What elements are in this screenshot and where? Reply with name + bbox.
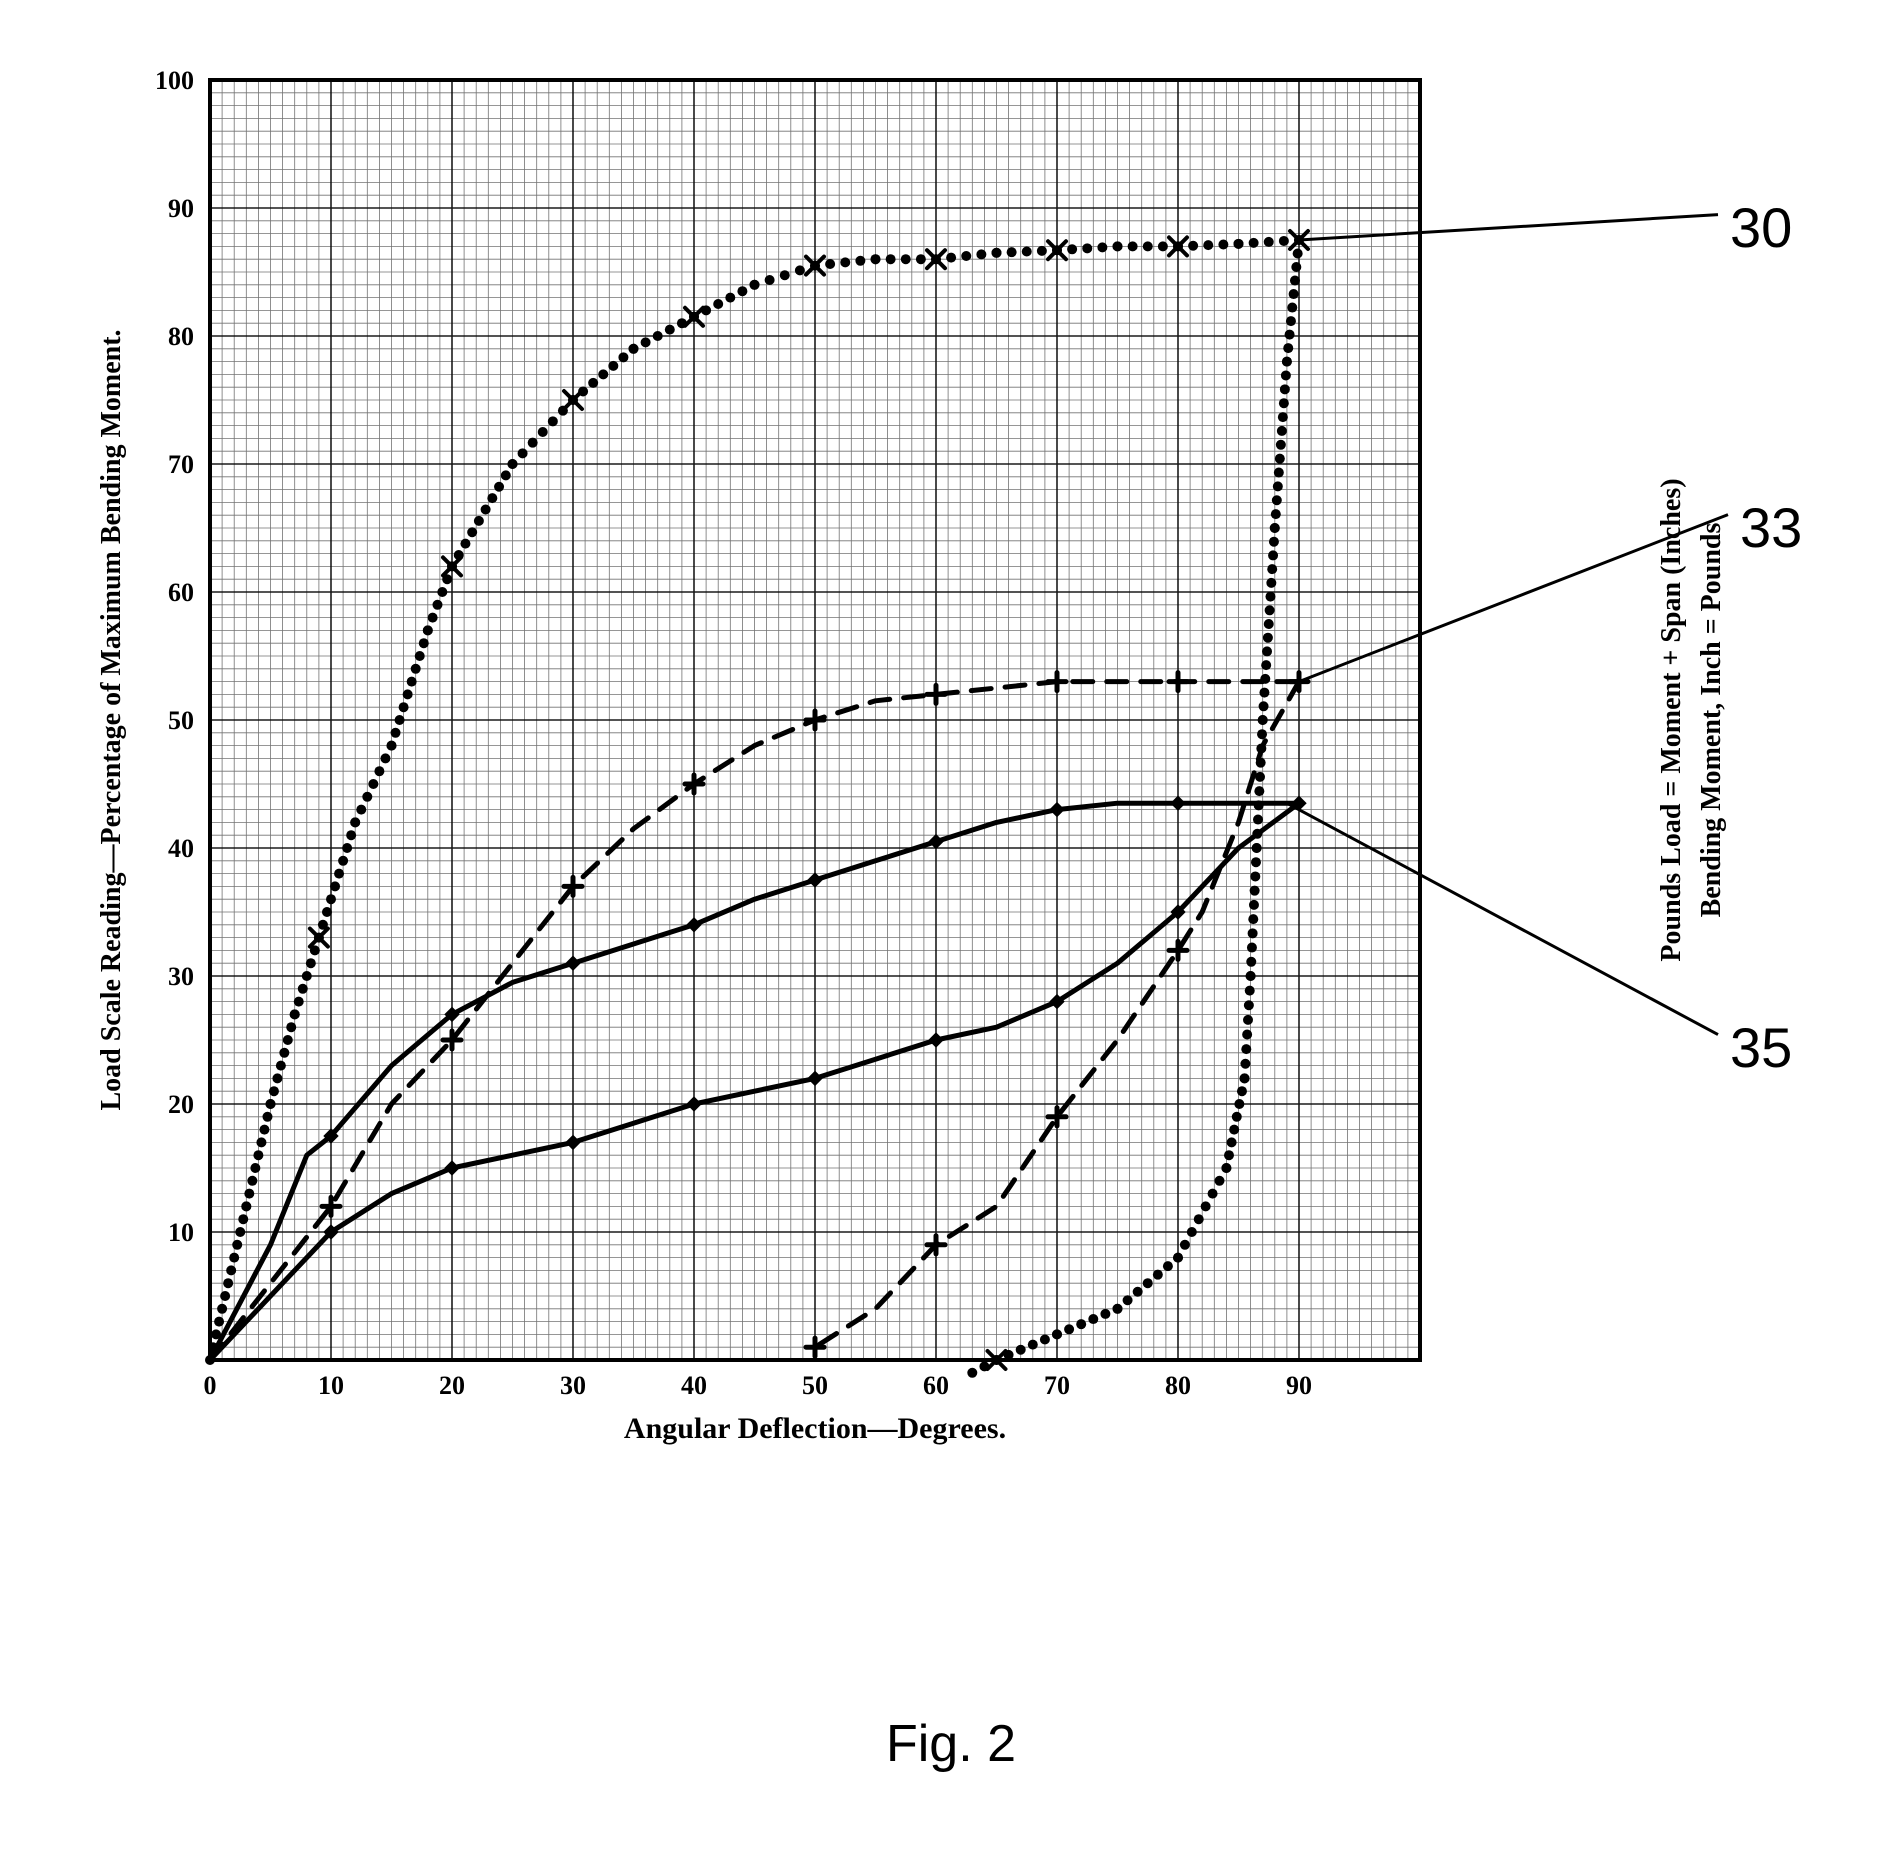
x-axis-label: Angular Deflection—Degrees. [624,1412,1006,1445]
chart-svg: 0 10 20 30 40 50 60 70 80 90 Angular Deflection—De… [0,0,1902,1600]
y-tick-label: 100 [155,66,194,95]
x-tick-label: 0 [204,1371,217,1400]
y-tick-label: 20 [168,1090,194,1119]
x-tick-label: 50 [802,1371,828,1400]
y-axis-right-label-2: Pounds Load = Moment + Span (Inches) [1656,478,1687,961]
x-tick-label: 70 [1044,1371,1070,1400]
y-tick-label: 60 [168,578,194,607]
y-axis-left-label: Load Scale Reading—Percentage of Maximum… [96,329,127,1110]
x-tick-label: 40 [681,1371,707,1400]
x-tick-label: 60 [923,1371,949,1400]
x-tick-label: 90 [1286,1371,1312,1400]
x-tick-label: 30 [560,1371,586,1400]
y-tick-label: 80 [168,322,194,351]
figure-wrap: 0 10 20 30 40 50 60 70 80 90 Angular Deflection—De… [0,0,1902,1855]
y-tick-label: 70 [168,450,194,479]
callout-label-30: 30 [1730,195,1792,260]
y-tick-label: 10 [168,1218,194,1247]
y-tick-label: 30 [168,962,194,991]
x-tick-label: 10 [318,1371,344,1400]
y-tick-label: 40 [168,834,194,863]
callout-label-33: 33 [1740,495,1802,560]
x-tick-label: 20 [439,1371,465,1400]
x-tick-label: 80 [1165,1371,1191,1400]
callout-label-35: 35 [1730,1015,1792,1080]
y-tick-label: 90 [168,194,194,223]
y-axis-right-label-1: Bending Moment, Inch = Pounds [1696,522,1727,917]
figure-caption: Fig. 2 [0,1714,1902,1774]
y-tick-label: 50 [168,706,194,735]
